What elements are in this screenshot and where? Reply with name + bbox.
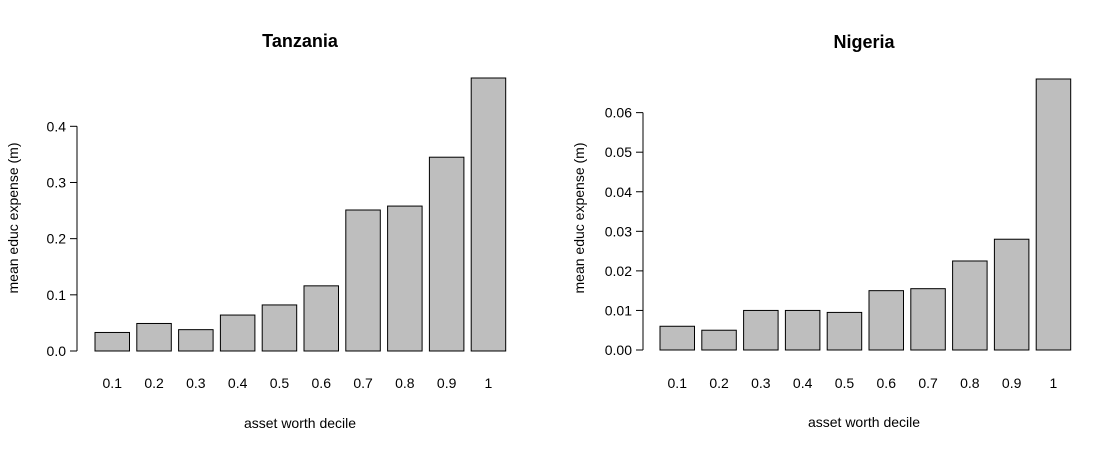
y-axis-label-tanzania: mean educ expense (m) (5, 143, 21, 294)
y-tick-label: 0.3 (47, 174, 67, 190)
x-tick-label: 0.1 (103, 375, 123, 391)
x-axis-label-nigeria: asset worth decile (808, 414, 920, 430)
panel-nigeria: Nigeria 0.1 0.2 0.3 0.4 0.5 0.6 0.7 0.8 0.9 1 0.00 0… (571, 32, 1072, 430)
x-tick-label: 1 (1050, 375, 1058, 391)
x-axis-label-tanzania: asset worth decile (244, 415, 356, 431)
x-tick-label: 0.6 (877, 375, 897, 391)
bar-tanzania-0.3 (178, 329, 214, 352)
x-tick-label: 0.3 (751, 375, 771, 391)
x-tick-label: 1 (485, 375, 493, 391)
panel-tanzania: Tanzania 0.1 0.2 0.3 0.4 0.5 0.6 0.7 0.8 0.9 1 0.0 0… (5, 31, 507, 431)
bar-tanzania-0.9 (428, 156, 465, 352)
x-tick-label: 0.4 (793, 375, 813, 391)
y-tick-label: 0.1 (47, 287, 67, 303)
x-tick-label: 0.8 (395, 375, 415, 391)
bar-tanzania-0.5 (261, 304, 298, 352)
bar-nigeria-1 (1035, 78, 1072, 351)
x-tick-label: 0.2 (709, 375, 729, 391)
x-tick-label: 0.9 (1002, 375, 1022, 391)
bar-tanzania-0.7 (345, 209, 381, 352)
x-tick-label: 0.5 (270, 375, 290, 391)
chart-title-tanzania: Tanzania (262, 31, 339, 51)
x-tick-label: 0.2 (144, 375, 164, 391)
x-tick-label: 0.7 (353, 375, 373, 391)
y-tick-label: 0.03 (605, 223, 632, 239)
y-tick-label: 0.01 (605, 302, 632, 318)
bar-tanzania-0.4 (219, 314, 256, 352)
x-tick-label: 0.4 (228, 375, 248, 391)
x-tick-label: 0.1 (668, 375, 688, 391)
bar-tanzania-0.6 (303, 285, 339, 352)
bar-tanzania-0.2 (136, 322, 172, 352)
y-tick-label: 0.06 (605, 105, 632, 121)
y-tick-label: 0.04 (605, 184, 632, 200)
y-tick-label: 0.05 (605, 144, 632, 160)
x-tick-label: 0.8 (960, 375, 980, 391)
bar-nigeria-0.7 (910, 288, 946, 351)
bar-nigeria-0.8 (952, 260, 988, 351)
y-tick-label: 0.02 (605, 263, 632, 279)
bar-tanzania-1 (470, 77, 507, 352)
bar-nigeria-0.1 (659, 325, 695, 351)
x-tick-label: 0.9 (437, 375, 457, 391)
bar-nigeria-0.3 (743, 309, 779, 351)
bar-tanzania-0.8 (387, 205, 423, 352)
bar-nigeria-0.9 (993, 238, 1030, 351)
x-tick-label: 0.7 (918, 375, 938, 391)
y-tick-label: 0.2 (47, 231, 67, 247)
y-axis-label-nigeria: mean educ expense (m) (571, 143, 587, 294)
y-tick-label: 0.0 (47, 343, 67, 359)
bar-nigeria-0.2 (701, 329, 737, 351)
x-tick-label: 0.6 (312, 375, 332, 391)
y-tick-label: 0.4 (47, 118, 67, 134)
bar-nigeria-0.6 (868, 290, 904, 351)
bar-nigeria-0.5 (826, 311, 863, 351)
bar-tanzania-0.1 (94, 331, 130, 352)
x-tick-label: 0.3 (186, 375, 206, 391)
bar-nigeria-0.4 (784, 309, 821, 351)
chart-title-nigeria: Nigeria (833, 32, 895, 52)
x-tick-label: 0.5 (835, 375, 855, 391)
y-tick-label: 0.00 (605, 342, 632, 358)
